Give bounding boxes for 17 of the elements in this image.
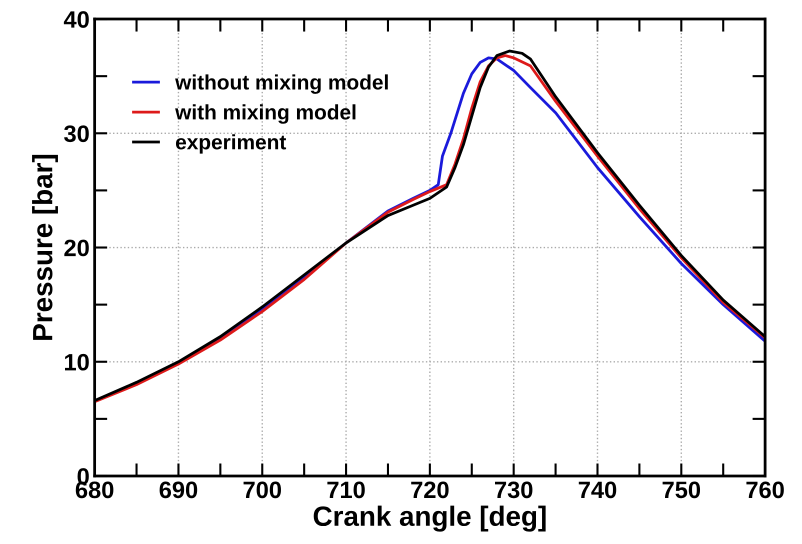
x-tick-label: 720 xyxy=(411,481,449,498)
legend-label: experiment xyxy=(176,134,286,154)
legend-label: without mixing model xyxy=(175,74,388,94)
x-tick-label: 690 xyxy=(160,481,198,498)
legend-label: with mixing model xyxy=(175,104,356,124)
x-tick-label: 730 xyxy=(495,481,532,498)
x-tick-label: 740 xyxy=(578,481,616,498)
x-axis-title: Crank angle [deg] xyxy=(314,506,546,532)
x-tick-label: 700 xyxy=(244,481,281,498)
y-tick-label: 40 xyxy=(64,11,89,28)
x-tick-label: 710 xyxy=(327,481,365,498)
x-tick-label: 750 xyxy=(662,481,700,498)
y-tick-label: 30 xyxy=(64,125,89,142)
y-tick-label: 10 xyxy=(65,354,89,371)
x-tick-label: 760 xyxy=(746,481,784,498)
y-axis-title: Pressure [bar] xyxy=(32,154,58,340)
y-tick-label: 20 xyxy=(64,240,89,256)
